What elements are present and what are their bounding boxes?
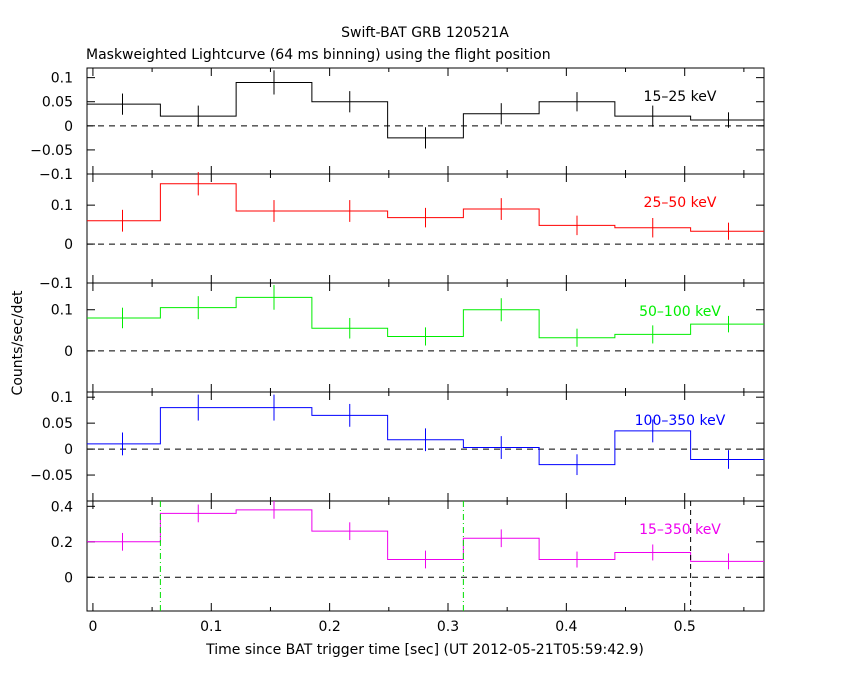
x-tick-label: 0.4: [555, 619, 577, 635]
y-tick-label: 0.1: [51, 71, 73, 87]
x-tick-label: 0: [88, 619, 97, 635]
x-tick-label: 0.1: [200, 619, 222, 635]
y-tick-label: −0.1: [39, 167, 73, 183]
band-label: 15–25 keV: [644, 89, 717, 105]
band-label: 15–350 keV: [639, 522, 721, 538]
y-tick-label: 0: [64, 237, 73, 253]
chart-subtitle: Maskweighted Lightcurve (64 ms binning) …: [86, 47, 551, 63]
band-label: 25–50 keV: [644, 195, 717, 211]
x-tick-label: 0.5: [674, 619, 696, 635]
y-tick-label: 0: [64, 442, 73, 458]
panel-frame: [86, 67, 765, 175]
y-tick-label: 0.4: [51, 499, 73, 515]
y-tick-label: 0: [64, 119, 73, 135]
lightcurve-step: [87, 407, 764, 466]
chart-title: Swift-BAT GRB 120521A: [341, 25, 509, 41]
y-tick-label: 0.05: [42, 416, 73, 432]
y-tick-label: 0: [64, 344, 73, 360]
panel-frame: [86, 500, 765, 612]
y-tick-label: −0.05: [30, 143, 73, 159]
plot-area: 0.1 0.05 0 −0.05 −0.1 15–25 keV 0.1 0 −0.1 25–50 …: [30, 67, 765, 635]
y-tick-label: 0.1: [51, 303, 73, 319]
y-tick-label: 0.05: [42, 95, 73, 111]
band-label: 100–350 keV: [635, 413, 726, 429]
panel-frame: [86, 173, 765, 284]
y-tick-label: 0: [64, 570, 73, 586]
x-tick-label: 0.3: [437, 619, 459, 635]
y-tick-label: −0.05: [30, 468, 73, 484]
x-axis-label: Time since BAT trigger time [sec] (UT 20…: [205, 642, 644, 658]
y-axis-label: Counts/sec/det: [10, 290, 26, 395]
x-tick-label: 0.2: [318, 619, 340, 635]
band-label: 50–100 keV: [639, 304, 721, 320]
y-tick-label: 0.1: [51, 198, 73, 214]
lightcurve-step: [87, 183, 764, 232]
y-tick-label: 0.1: [51, 390, 73, 406]
y-tick-label: −0.1: [39, 276, 73, 292]
y-tick-label: 0.2: [51, 535, 73, 551]
